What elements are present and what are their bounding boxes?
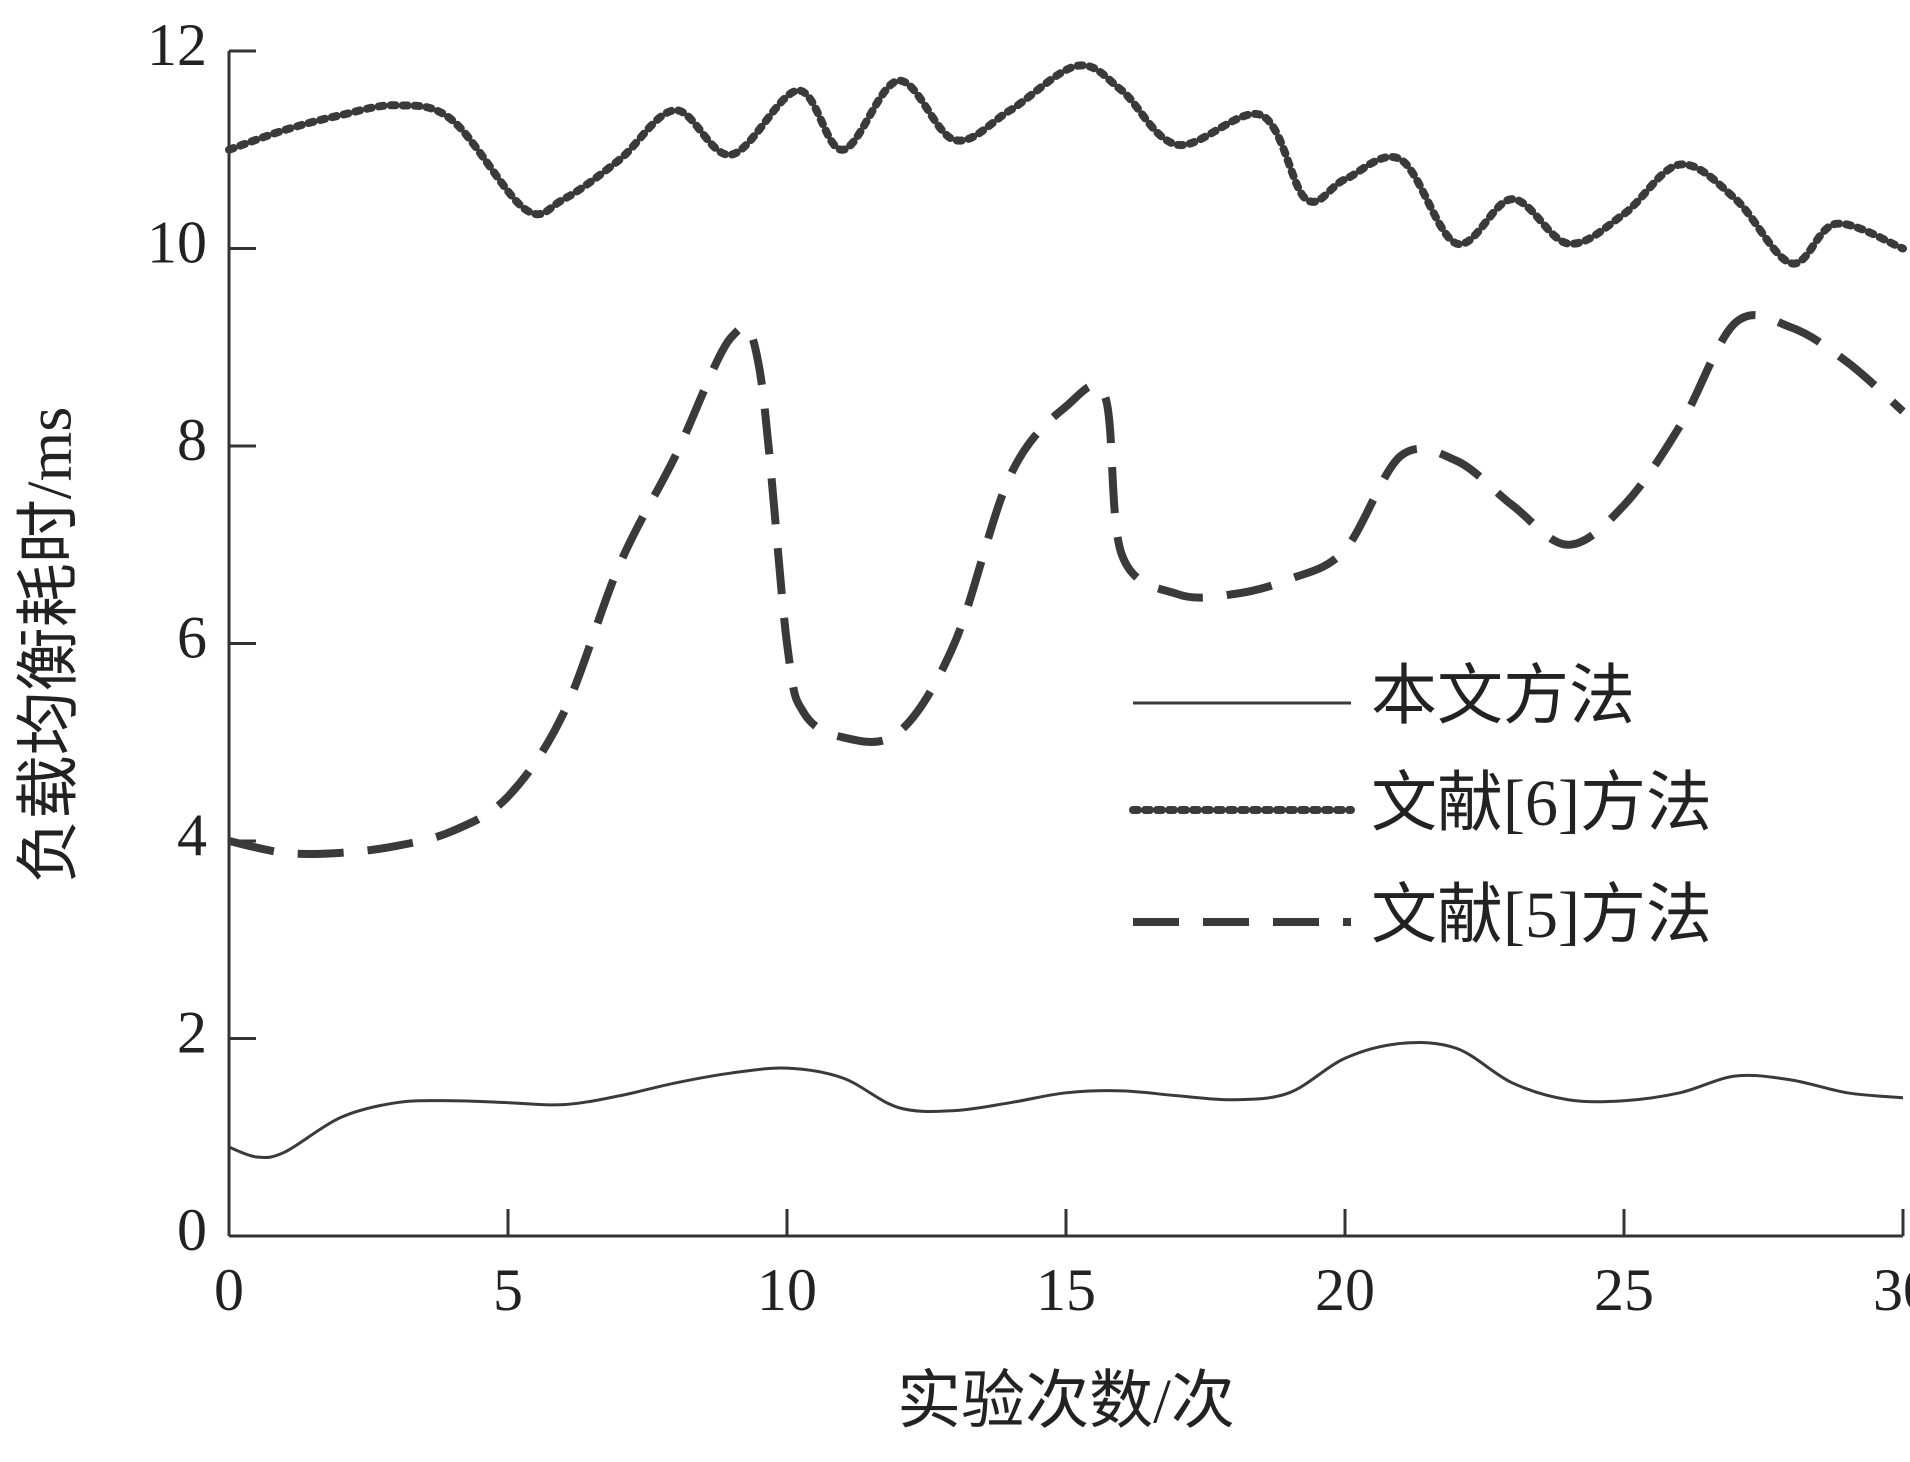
series-line [228,1041,1904,1160]
x-tick-label: 20 [1315,1257,1375,1323]
x-tick-label: 15 [1036,1257,1096,1323]
y-tick-label: 0 [177,1197,207,1263]
legend-label: 本文方法 [1371,660,1635,733]
y-tick-label: 8 [177,407,207,473]
y-tick-label: 10 [147,209,207,275]
legend-label: 文献[6]方法 [1371,767,1712,840]
x-tick-label: 10 [757,1257,817,1323]
series-line [228,311,1906,859]
x-tick-label: 5 [493,1257,523,1323]
y-tick-label: 12 [147,12,207,78]
x-tick-label: 0 [214,1257,244,1323]
x-axis-label: 实验次数/次 [897,1366,1235,1437]
legend-label: 文献[5]方法 [1371,879,1712,952]
y-tick-label: 6 [177,604,207,670]
series-line [225,61,1907,268]
y-tick-label: 4 [177,802,207,868]
x-tick-label: 30 [1873,1257,1910,1323]
y-tick-label: 2 [177,999,207,1065]
y-axis-label: 负载均衡耗时/ms [14,407,85,883]
x-tick-label: 25 [1594,1257,1654,1323]
